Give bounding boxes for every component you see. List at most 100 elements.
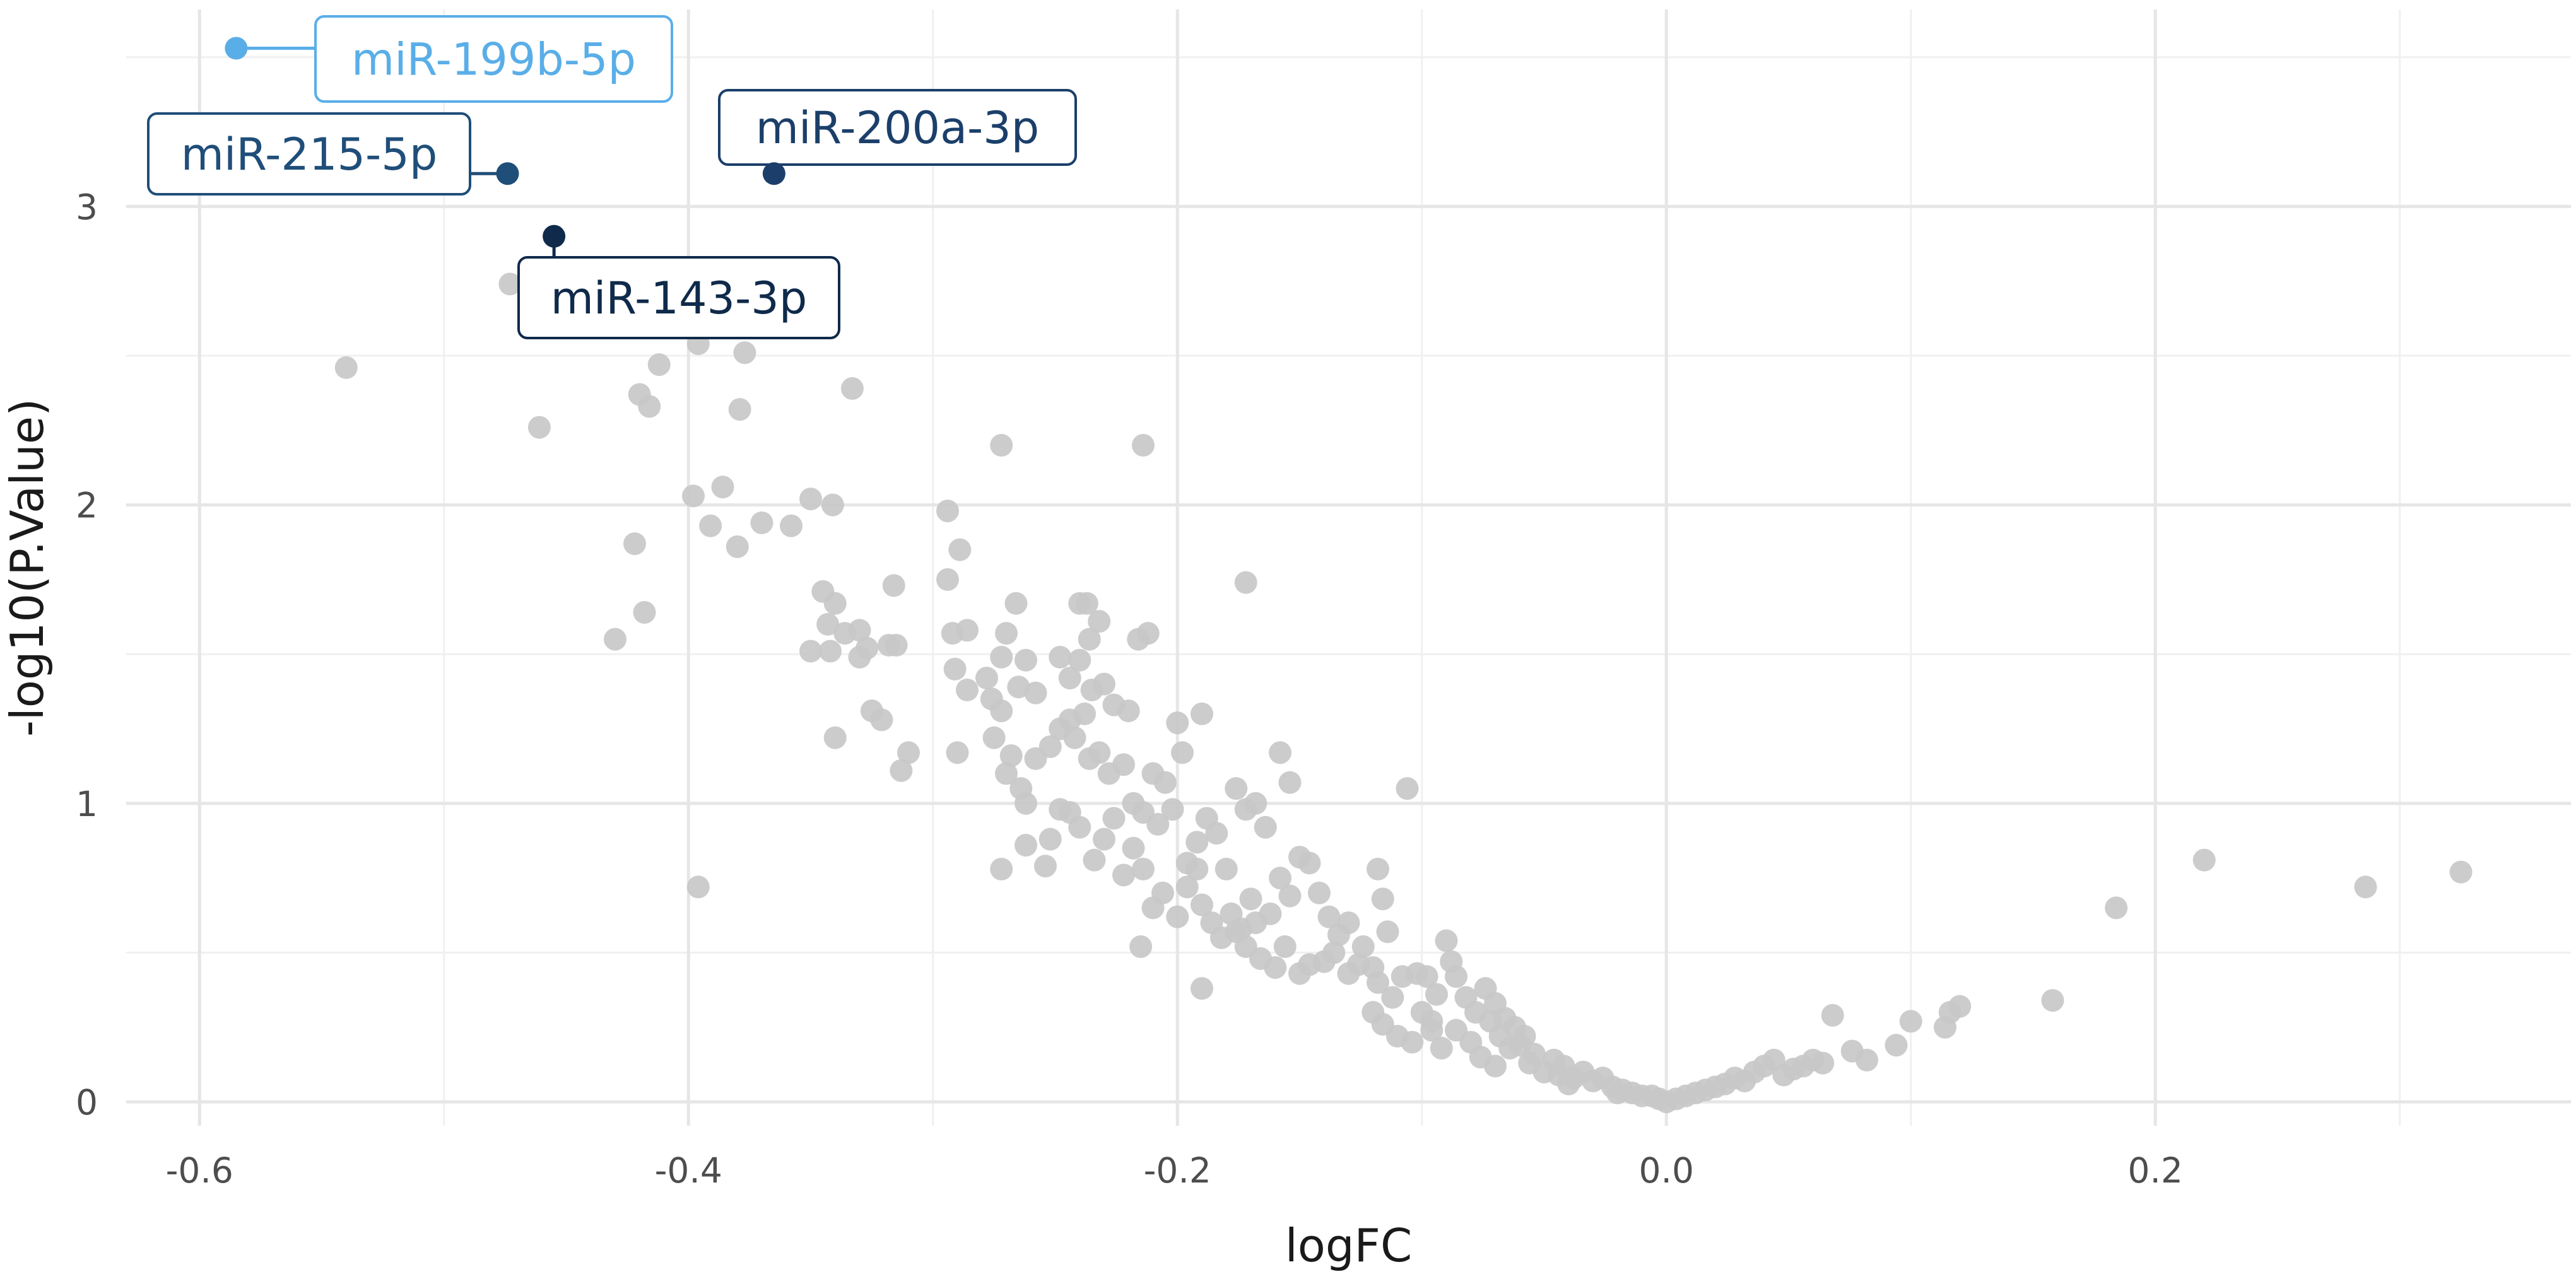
data-point — [1899, 1010, 1922, 1033]
data-point — [1132, 801, 1155, 824]
data-point — [1127, 628, 1150, 651]
x-tick-label: -0.4 — [655, 1150, 722, 1191]
data-point — [647, 353, 671, 377]
data-point — [1948, 995, 1972, 1018]
data-point — [995, 762, 1018, 785]
highlighted-data-point — [762, 162, 785, 185]
data-point — [1024, 681, 1047, 704]
y-tick-labels: 0 1 2 3 — [76, 187, 98, 1123]
data-point — [1004, 592, 1028, 615]
point-label-text: miR-199b-5p — [351, 34, 636, 86]
data-point — [956, 679, 979, 702]
data-point — [823, 592, 847, 615]
data-point — [1210, 926, 1233, 949]
data-point — [1088, 741, 1111, 764]
data-point — [1606, 1081, 1629, 1104]
data-point — [1234, 571, 1257, 594]
data-point — [990, 857, 1013, 880]
data-point — [995, 622, 1018, 645]
data-point — [848, 645, 871, 669]
data-points — [334, 272, 2473, 1114]
data-point — [1093, 672, 1115, 696]
data-point — [1132, 433, 1155, 457]
data-point — [936, 499, 959, 523]
data-point — [1166, 905, 1189, 928]
y-tick-label: 1 — [76, 784, 98, 824]
data-point — [699, 514, 722, 537]
data-point — [816, 612, 840, 636]
data-point — [1225, 777, 1248, 800]
data-point — [1557, 1072, 1580, 1095]
data-point — [1273, 935, 1297, 959]
data-point — [1175, 875, 1199, 899]
data-point — [1337, 911, 1360, 935]
data-point — [1078, 628, 1101, 651]
data-point — [1308, 881, 1331, 904]
data-point — [1015, 791, 1037, 815]
data-point — [1445, 965, 1467, 988]
data-point — [870, 708, 893, 732]
data-point — [975, 667, 998, 690]
highlighted-data-point — [496, 162, 519, 185]
data-point — [990, 433, 1013, 457]
data-point — [334, 356, 358, 379]
data-point — [1415, 965, 1438, 988]
data-point — [1161, 798, 1184, 821]
highlighted-data-point — [225, 37, 248, 60]
data-point — [1811, 1051, 1835, 1075]
data-point — [882, 574, 905, 597]
label-box — [314, 15, 673, 103]
data-point — [1068, 648, 1091, 672]
data-point — [1038, 735, 1062, 758]
data-point — [1049, 798, 1072, 821]
data-point — [1132, 857, 1155, 880]
x-axis-title: logFC — [1285, 1219, 1412, 1272]
data-point — [1185, 857, 1209, 880]
data-point — [1488, 1025, 1512, 1048]
data-point — [1269, 867, 1291, 890]
data-point — [1083, 848, 1106, 872]
data-point — [885, 634, 908, 657]
data-point — [1259, 902, 1282, 925]
label-box — [147, 112, 471, 196]
data-point — [686, 875, 710, 899]
data-point — [638, 395, 661, 418]
x-tick-label: 0.2 — [2128, 1150, 2183, 1191]
point-label-text: miR-215-5p — [181, 129, 438, 180]
data-point — [897, 741, 920, 764]
data-point — [1063, 726, 1086, 749]
data-point — [1230, 917, 1252, 940]
data-point — [848, 619, 871, 642]
data-point — [1038, 827, 1062, 851]
y-tick-label: 0 — [76, 1082, 98, 1123]
data-point — [780, 514, 803, 537]
data-point — [1401, 1031, 1424, 1054]
data-point — [1205, 822, 1228, 845]
data-point — [711, 476, 734, 499]
point-labels: miR-199b-5p miR-215-5p miR-200a-3p miR-143-… — [147, 15, 1077, 339]
data-point — [1088, 610, 1111, 633]
data-point — [1015, 834, 1037, 857]
data-point — [726, 535, 749, 558]
data-point — [1007, 675, 1030, 699]
data-point — [1376, 920, 1399, 943]
data-point — [1264, 956, 1287, 979]
data-point — [1191, 893, 1213, 916]
data-point — [1484, 1054, 1507, 1078]
point-label-text: miR-143-3p — [551, 272, 808, 324]
data-point — [498, 272, 522, 296]
data-point — [1317, 905, 1341, 928]
data-point — [999, 744, 1023, 768]
data-point — [1058, 667, 1081, 690]
data-point — [799, 640, 822, 663]
data-point — [1068, 815, 1091, 839]
data-point — [1185, 831, 1209, 854]
y-tick-label: 3 — [76, 187, 98, 227]
data-point — [980, 687, 1003, 711]
point-label-text: miR-200a-3p — [756, 102, 1039, 154]
data-point — [936, 568, 959, 591]
label-box — [517, 256, 840, 339]
data-point — [1239, 887, 1262, 911]
x-tick-label: -0.6 — [166, 1150, 233, 1191]
